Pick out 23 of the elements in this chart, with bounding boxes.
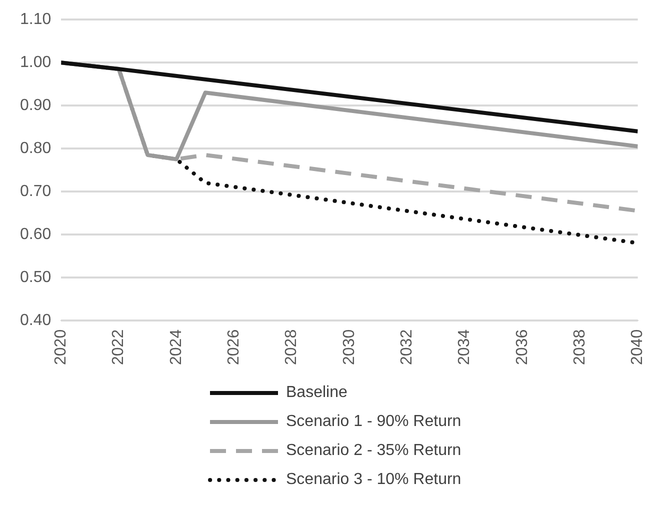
- y-tick-label: 1.00: [20, 54, 52, 71]
- x-tick-label: 2034: [456, 329, 474, 365]
- x-tick-label: 2022: [110, 329, 128, 365]
- x-tick-label: 2030: [340, 329, 358, 365]
- legend-label: Scenario 2 - 35% Return: [286, 442, 462, 460]
- x-tick-label: 2036: [514, 329, 531, 365]
- x-tick-label: 2032: [398, 329, 416, 365]
- y-tick-label: 0.50: [20, 268, 52, 286]
- x-tick-label: 2020: [52, 329, 70, 365]
- x-tick-label: 2028: [283, 329, 300, 365]
- x-tick-label: 2040: [629, 329, 646, 365]
- y-tick-label: 0.80: [20, 140, 52, 157]
- y-tick-label: 1.10: [20, 11, 52, 28]
- legend-label: Baseline: [286, 384, 348, 402]
- y-tick-label: 0.60: [20, 226, 52, 243]
- x-tick-label: 2026: [226, 329, 243, 365]
- x-tick-label: 2024: [168, 329, 185, 365]
- legend-label: Scenario 1 - 90% Return: [286, 412, 462, 430]
- y-tick-label: 0.40: [20, 312, 52, 329]
- legend-label: Scenario 3 - 10% Return: [286, 470, 462, 488]
- y-tick-label: 0.70: [20, 182, 52, 200]
- x-tick-label: 2038: [572, 329, 589, 365]
- y-tick-label: 0.90: [20, 96, 52, 114]
